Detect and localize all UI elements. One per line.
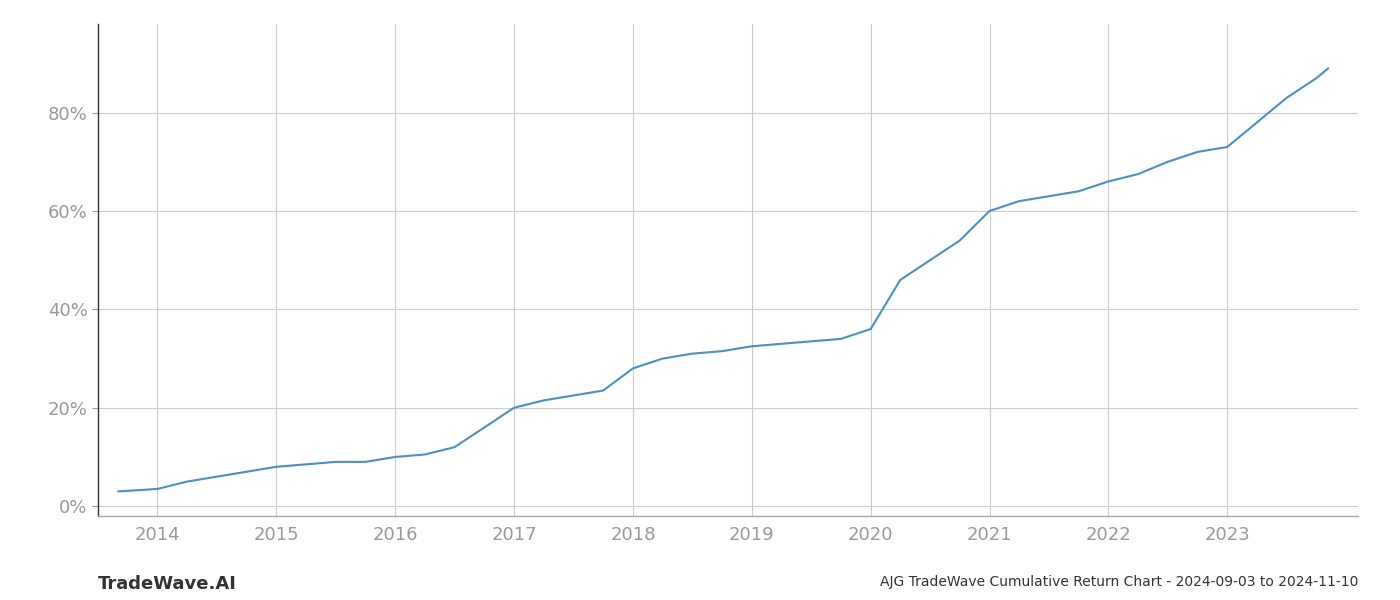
Text: TradeWave.AI: TradeWave.AI [98, 575, 237, 593]
Text: AJG TradeWave Cumulative Return Chart - 2024-09-03 to 2024-11-10: AJG TradeWave Cumulative Return Chart - … [879, 575, 1358, 589]
